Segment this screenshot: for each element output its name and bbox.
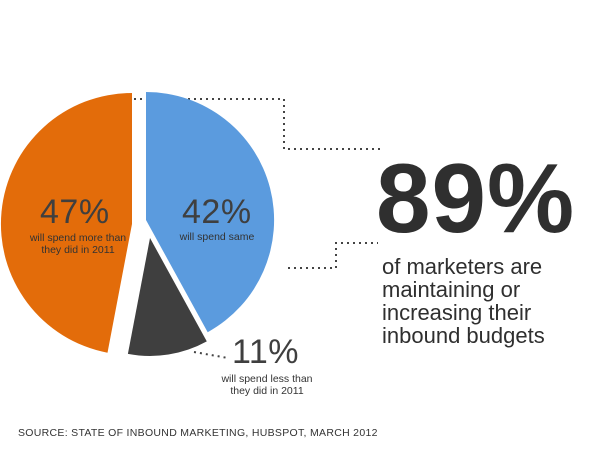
slice-label-same: 42% xyxy=(182,193,252,231)
connector-dotted-line-bottom xyxy=(193,351,229,359)
slice-description-more: will spend more than they did in 2011 xyxy=(29,232,127,256)
pie-slice-less xyxy=(127,238,207,356)
source-note: SOURCE: STATE OF INBOUND MARKETING, HUBS… xyxy=(18,427,378,439)
slice-label-less: 11% xyxy=(232,333,300,371)
highlight-number: 89% xyxy=(376,143,576,253)
slice-description-less: will spend less than they did in 2011 xyxy=(221,373,313,397)
connector-dotted-line-top xyxy=(116,98,380,150)
slice-label-more: 47% xyxy=(40,193,110,231)
pie-slice-same xyxy=(146,91,275,333)
pie-slice-more xyxy=(0,92,133,353)
connector-dotted-line-middle xyxy=(288,242,378,269)
highlight-text: of marketers are maintaining or increasi… xyxy=(382,254,545,348)
slice-description-same: will spend same xyxy=(179,231,255,243)
